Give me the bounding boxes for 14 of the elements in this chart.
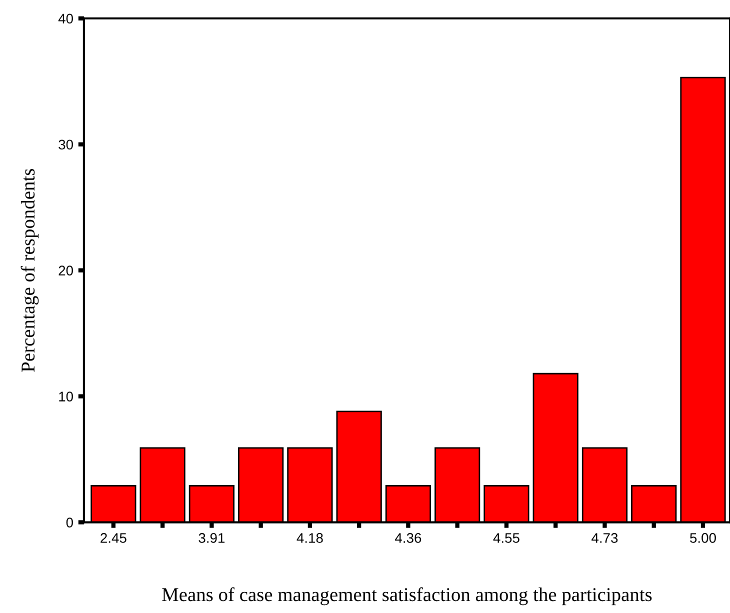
x-tick-label: 5.00	[690, 533, 716, 543]
x-tick-label: 4.36	[395, 533, 422, 543]
x-tick-label: 4.18	[296, 533, 323, 543]
x-tick-label: 2.45	[100, 533, 126, 543]
x-tick-label: 4.55	[493, 533, 520, 543]
y-axis-title: Percentage of respondents	[20, 168, 39, 372]
x-tick-label: 3.91	[198, 533, 225, 543]
y-tick-label: 10	[59, 392, 73, 402]
x-axis-title: Means of case management satisfaction among the participants	[162, 587, 652, 606]
y-tick-label: 40	[58, 14, 73, 24]
y-tick-label: 0	[66, 518, 73, 528]
x-tick-label: 4.73	[592, 533, 618, 543]
y-tick-label: 30	[58, 140, 73, 150]
y-tick-label: 20	[58, 266, 73, 276]
